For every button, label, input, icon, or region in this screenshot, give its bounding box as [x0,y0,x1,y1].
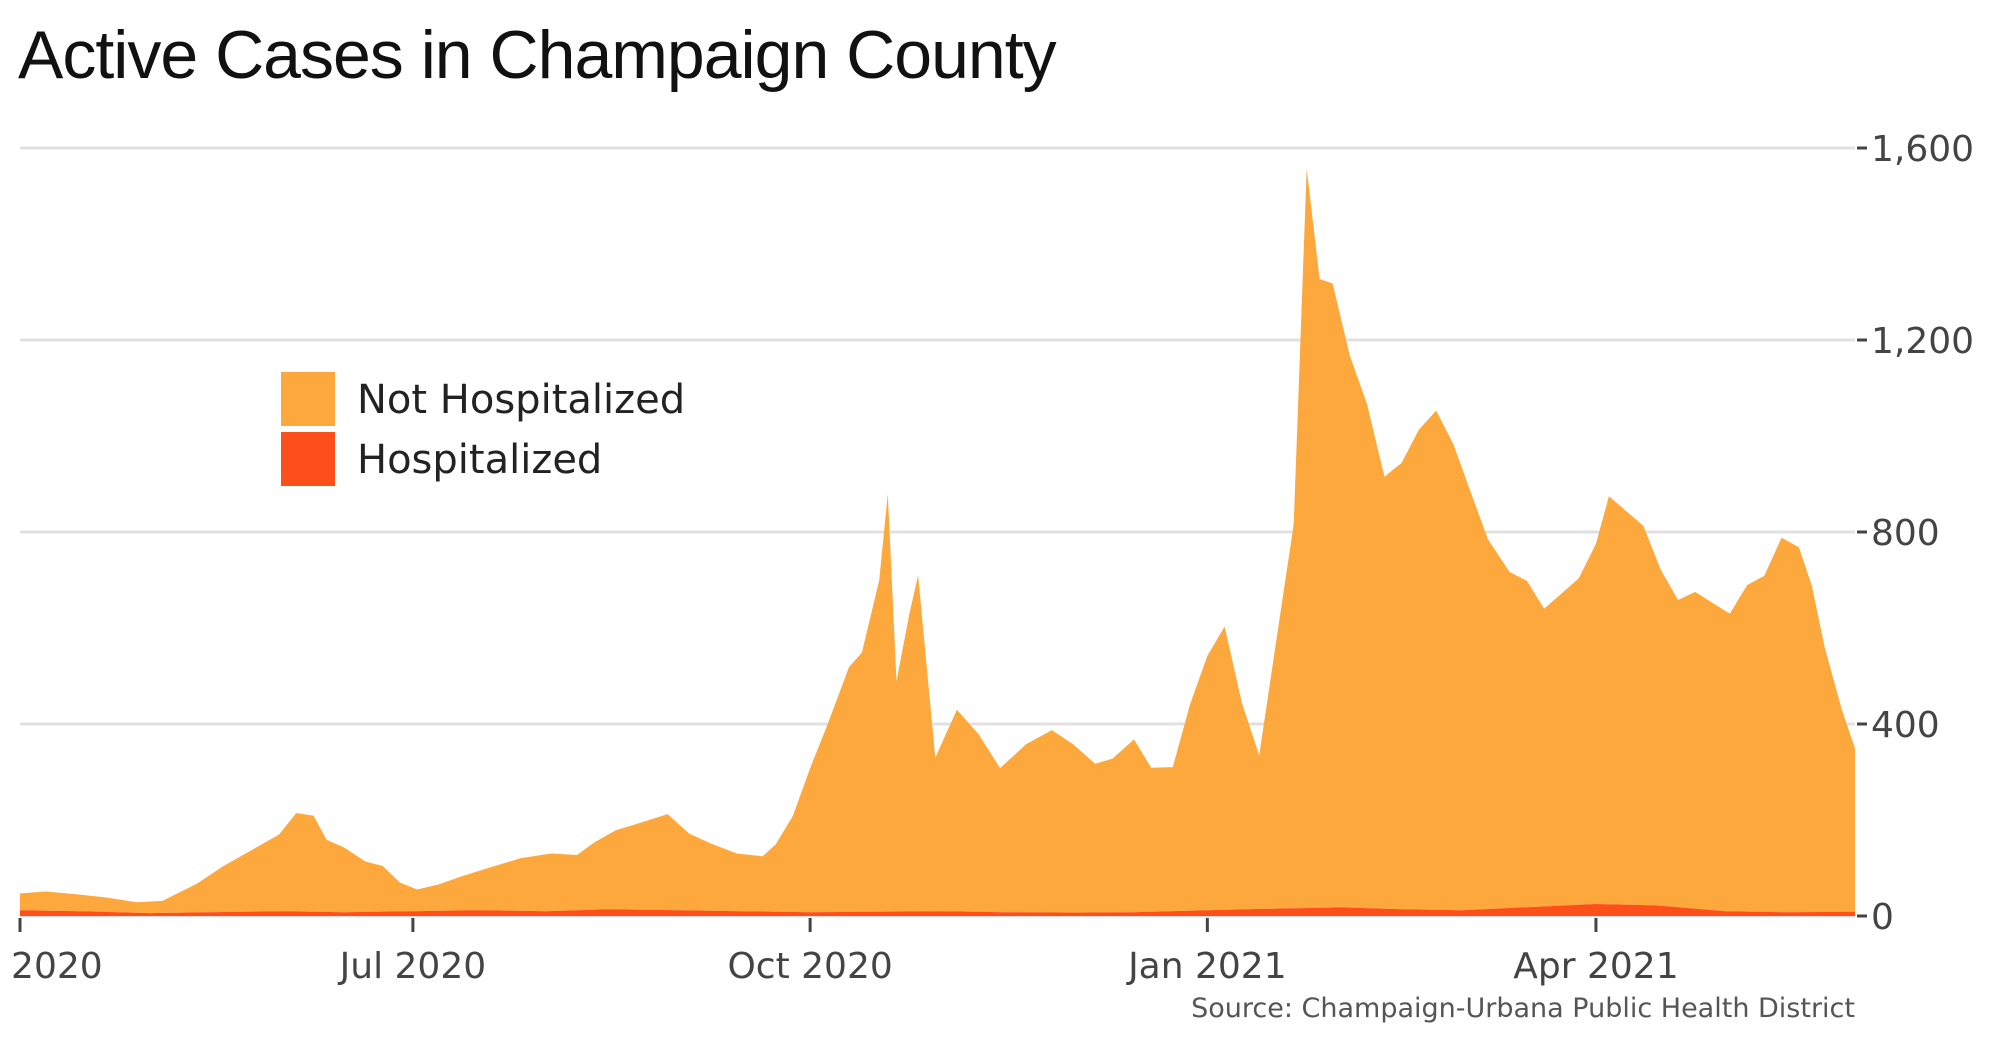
x-tick-label-0: Apr 2020 [0,946,103,987]
x-tick-label-2: Oct 2020 [727,946,892,987]
y-tick-label-0: 0 [1871,897,1894,938]
legend-label-not-hospitalized: Not Hospitalized [357,377,685,423]
area-not-hospitalized [20,168,1855,914]
y-tick-label-2: 800 [1871,513,1940,554]
legend-swatch-hospitalized [281,432,335,486]
chart-title: Active Cases in Champaign County [18,17,1057,93]
x-axis: Apr 2020 Jul 2020 Oct 2020 Jan 2021 Apr 2021 [0,918,1679,987]
area-hospitalized [20,904,1855,916]
legend-label-hospitalized: Hospitalized [357,437,602,483]
y-axis: 0 400 800 1,200 1,600 [1857,129,1974,938]
y-tick-label-3: 1,200 [1871,321,1974,362]
y-tick-label-1: 400 [1871,705,1940,746]
legend-swatch-not-hospitalized [281,372,335,426]
plot-area [20,168,1855,916]
y-tick-label-4: 1,600 [1871,129,1974,170]
source-note: Source: Champaign-Urbana Public Health D… [1191,993,1855,1024]
x-tick-label-4: Apr 2021 [1513,946,1678,987]
x-tick-label-1: Jul 2020 [338,946,487,987]
legend: Not Hospitalized Hospitalized [281,372,685,486]
x-tick-label-3: Jan 2021 [1126,946,1287,987]
